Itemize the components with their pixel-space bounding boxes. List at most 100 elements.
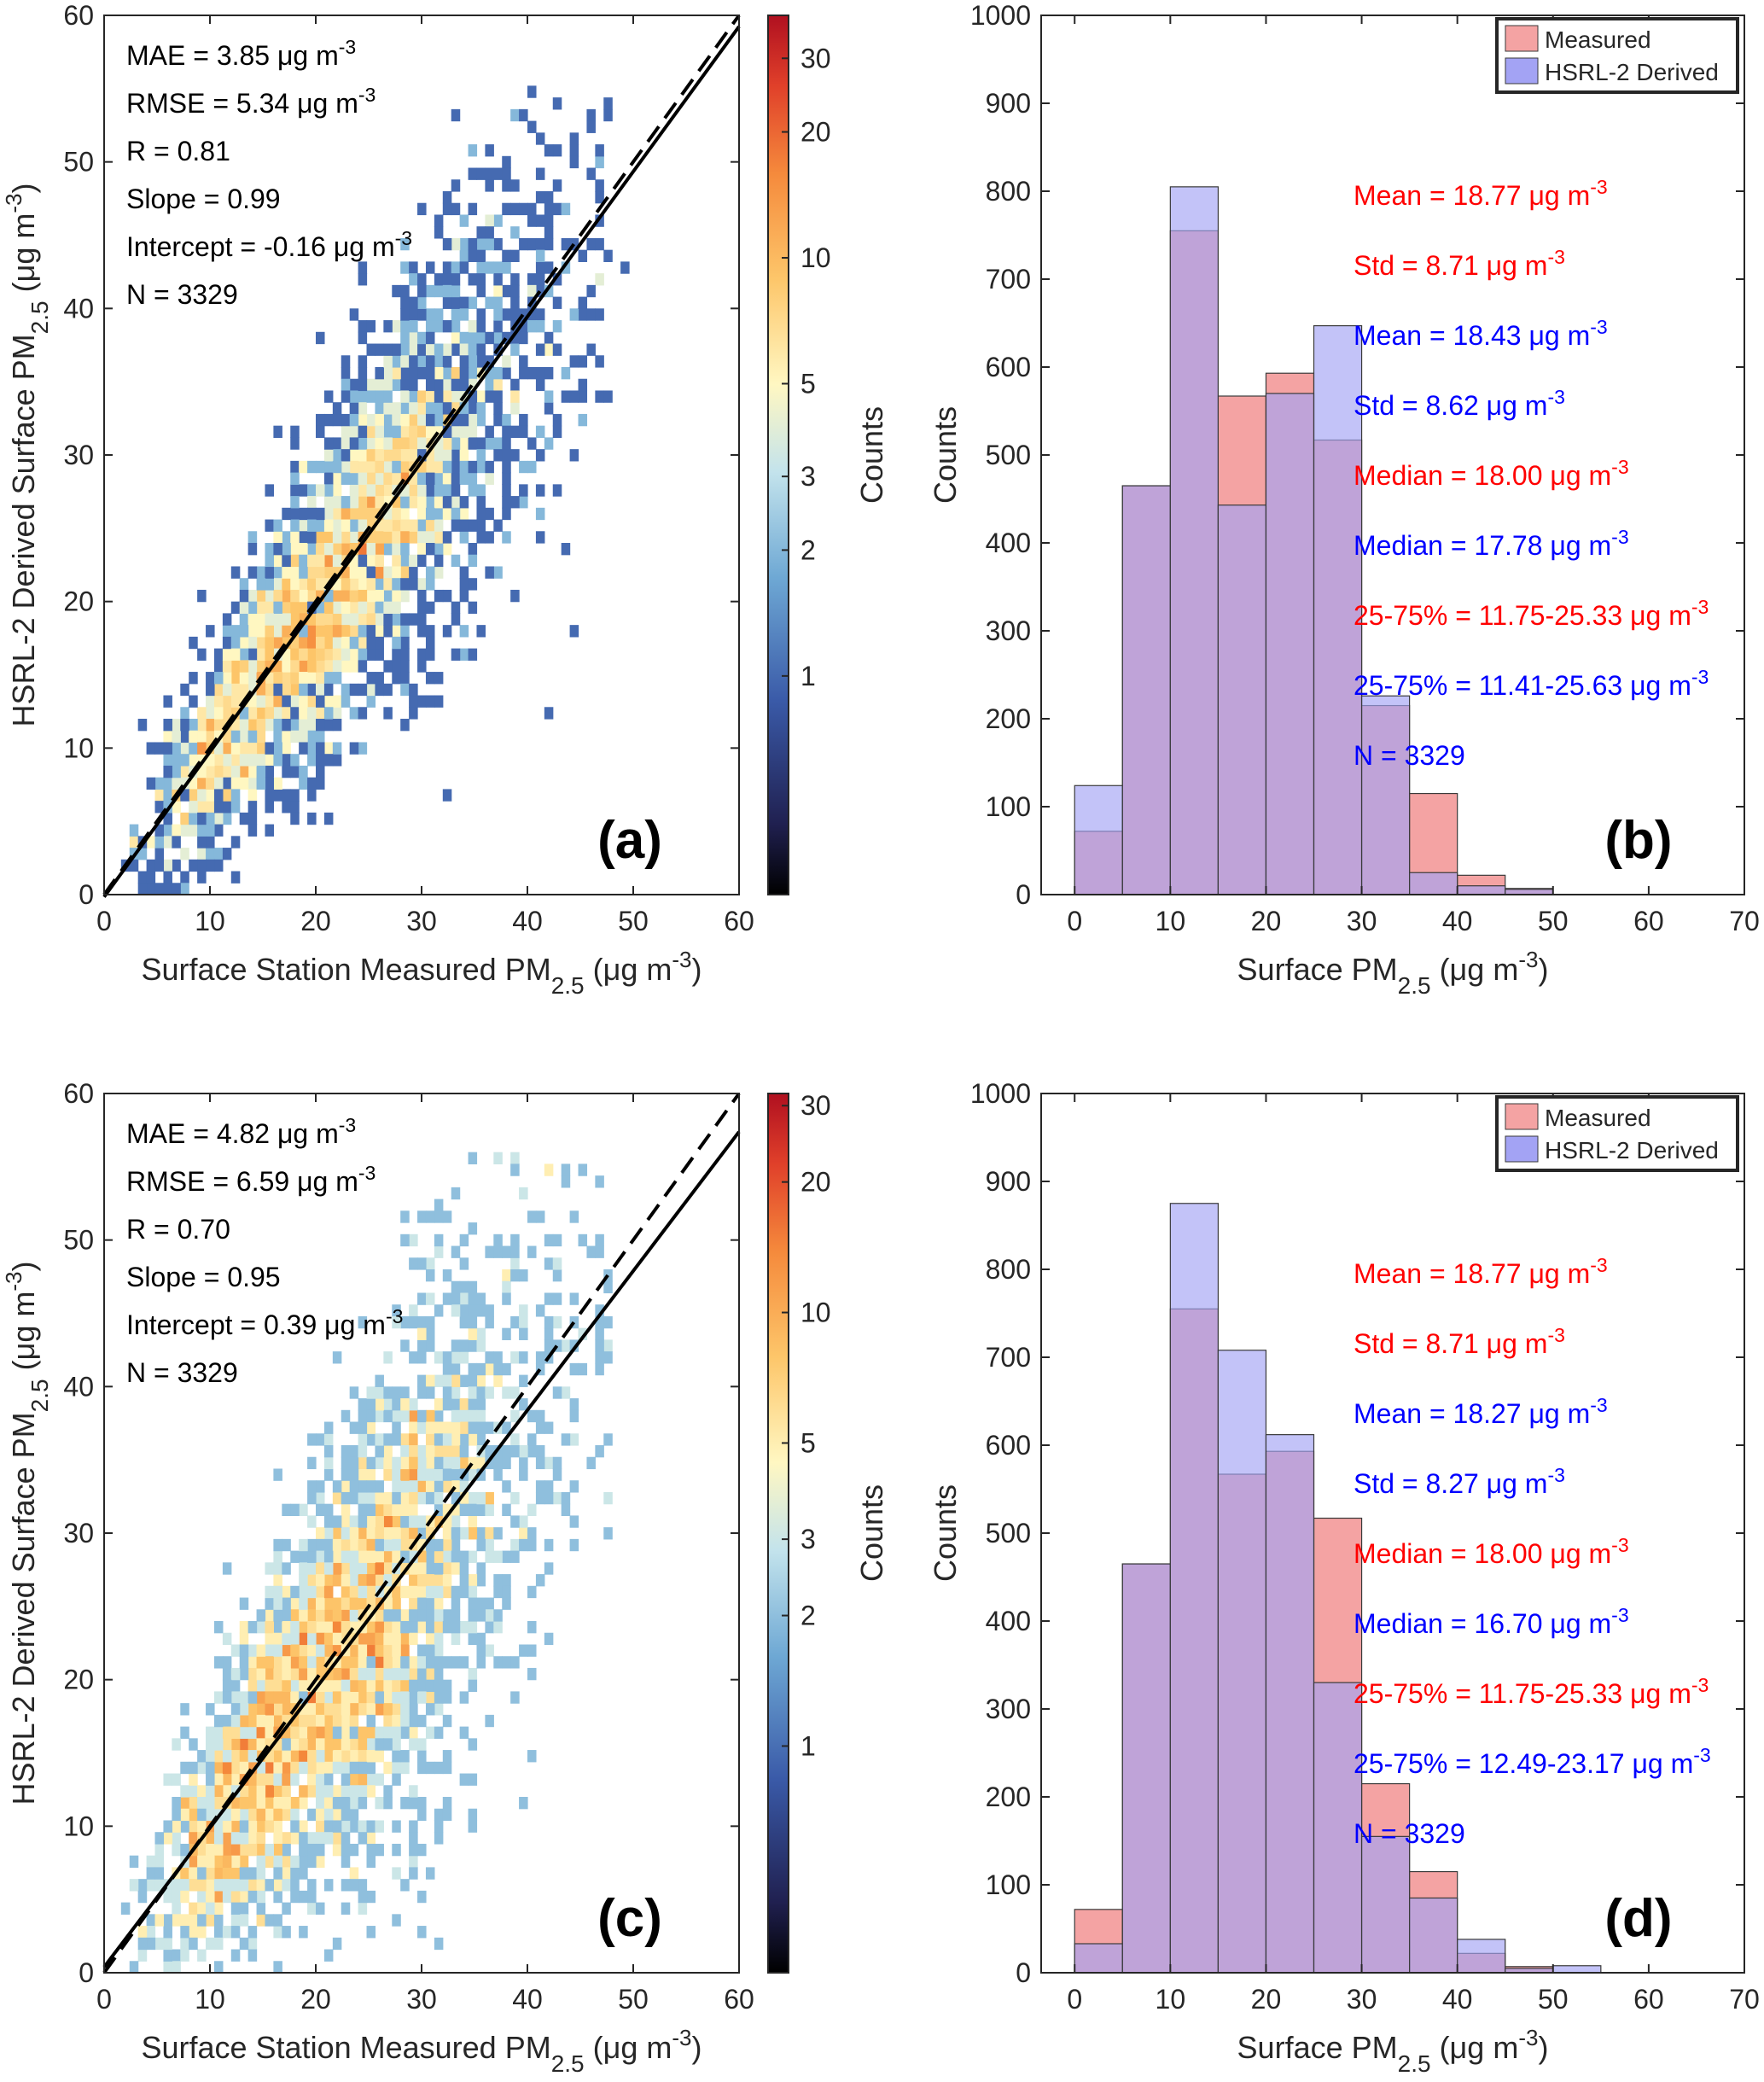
density-cell	[603, 1315, 613, 1329]
density-cell	[222, 1808, 232, 1822]
density-cell	[400, 1515, 410, 1528]
density-cell	[332, 1527, 342, 1540]
density-cell	[358, 1890, 368, 1904]
density-cell	[451, 413, 461, 427]
density-cell	[307, 1609, 317, 1622]
density-cell	[316, 331, 325, 345]
density-cell	[519, 1515, 528, 1528]
density-cell	[425, 367, 435, 380]
density-cell	[154, 1879, 165, 1892]
density-cell	[586, 1245, 596, 1258]
density-cell	[409, 1855, 418, 1868]
density-cell	[493, 413, 503, 427]
density-cell	[299, 1644, 308, 1657]
x-tick-label: 70	[1729, 906, 1760, 936]
density-cell	[502, 1386, 511, 1399]
density-cell	[459, 1292, 469, 1305]
density-cell	[485, 1304, 494, 1317]
density-cell	[265, 648, 274, 661]
density-cell	[316, 1832, 325, 1845]
density-cell	[569, 390, 579, 403]
y-tick-label: 50	[63, 147, 94, 178]
density-cell	[332, 484, 342, 497]
density-cell	[493, 1468, 503, 1481]
density-cell	[417, 1468, 427, 1481]
density-cell	[451, 1421, 461, 1434]
density-cell	[442, 1269, 452, 1282]
density-cell	[476, 1656, 486, 1669]
density-cell	[366, 1527, 376, 1540]
density-cell	[239, 730, 249, 744]
density-cell	[366, 390, 376, 403]
density-cell	[189, 812, 198, 825]
density-cell	[307, 1491, 317, 1505]
density-cell	[265, 1679, 274, 1692]
density-cell	[468, 355, 478, 368]
density-cell	[358, 273, 368, 286]
y-tick-label: 60	[63, 0, 94, 31]
density-cell	[375, 648, 384, 661]
density-cell	[375, 566, 384, 579]
density-cell	[476, 1327, 486, 1340]
stat-line: R = 0.70	[126, 1214, 230, 1245]
density-cell	[400, 484, 410, 497]
density-cell	[299, 460, 308, 474]
density-cell	[392, 625, 401, 638]
density-cell	[282, 1679, 291, 1692]
density-cell	[392, 1585, 401, 1599]
density-cell	[451, 449, 461, 462]
density-cell	[290, 1832, 300, 1845]
density-cell	[409, 1351, 418, 1364]
density-cell	[400, 1491, 410, 1505]
density-cell	[189, 1773, 198, 1786]
density-cell	[256, 1890, 266, 1904]
density-cell	[392, 1386, 401, 1399]
density-cell	[222, 1562, 232, 1575]
density-cell	[400, 1456, 410, 1470]
density-cell	[222, 742, 232, 755]
density-cell	[442, 437, 452, 450]
density-cell	[197, 859, 207, 872]
density-cell	[425, 1292, 435, 1305]
density-cell	[468, 472, 478, 485]
density-cell	[459, 1491, 469, 1505]
density-cell	[299, 742, 308, 755]
density-cell	[358, 355, 368, 368]
density-cell	[383, 707, 393, 720]
density-cell	[247, 1797, 258, 1810]
density-cell	[349, 1480, 359, 1493]
colorbar-tick-label: 2	[800, 534, 816, 565]
stat-line: Slope = 0.95	[126, 1262, 281, 1292]
density-cell	[197, 801, 207, 814]
density-cell	[502, 1503, 511, 1516]
density-cell	[468, 1468, 478, 1481]
density-cell	[332, 1761, 342, 1775]
density-cell	[273, 1750, 282, 1763]
density-cell	[256, 613, 266, 626]
density-cell	[265, 1632, 274, 1646]
density-cell	[459, 296, 469, 309]
density-cell	[273, 566, 282, 579]
density-cell	[392, 425, 401, 438]
density-cell	[459, 1726, 469, 1739]
density-cell	[316, 1562, 325, 1575]
density-cell	[417, 1926, 427, 1939]
density-cell	[213, 1926, 224, 1939]
density-cell	[442, 273, 452, 286]
density-cell	[247, 1785, 258, 1798]
density-cell	[519, 460, 528, 474]
density-cell	[417, 1339, 427, 1352]
density-cell	[163, 1820, 172, 1833]
density-cell	[206, 1914, 215, 1927]
density-cell	[256, 1691, 266, 1704]
density-cell	[154, 1843, 165, 1857]
density-cell	[451, 1386, 461, 1399]
density-cell	[476, 1632, 486, 1646]
density-cell	[213, 1785, 224, 1798]
density-cell	[273, 1667, 282, 1681]
density-cell	[552, 413, 562, 427]
density-cell	[332, 1820, 342, 1833]
density-cell	[230, 695, 241, 708]
density-cell	[341, 1820, 351, 1833]
